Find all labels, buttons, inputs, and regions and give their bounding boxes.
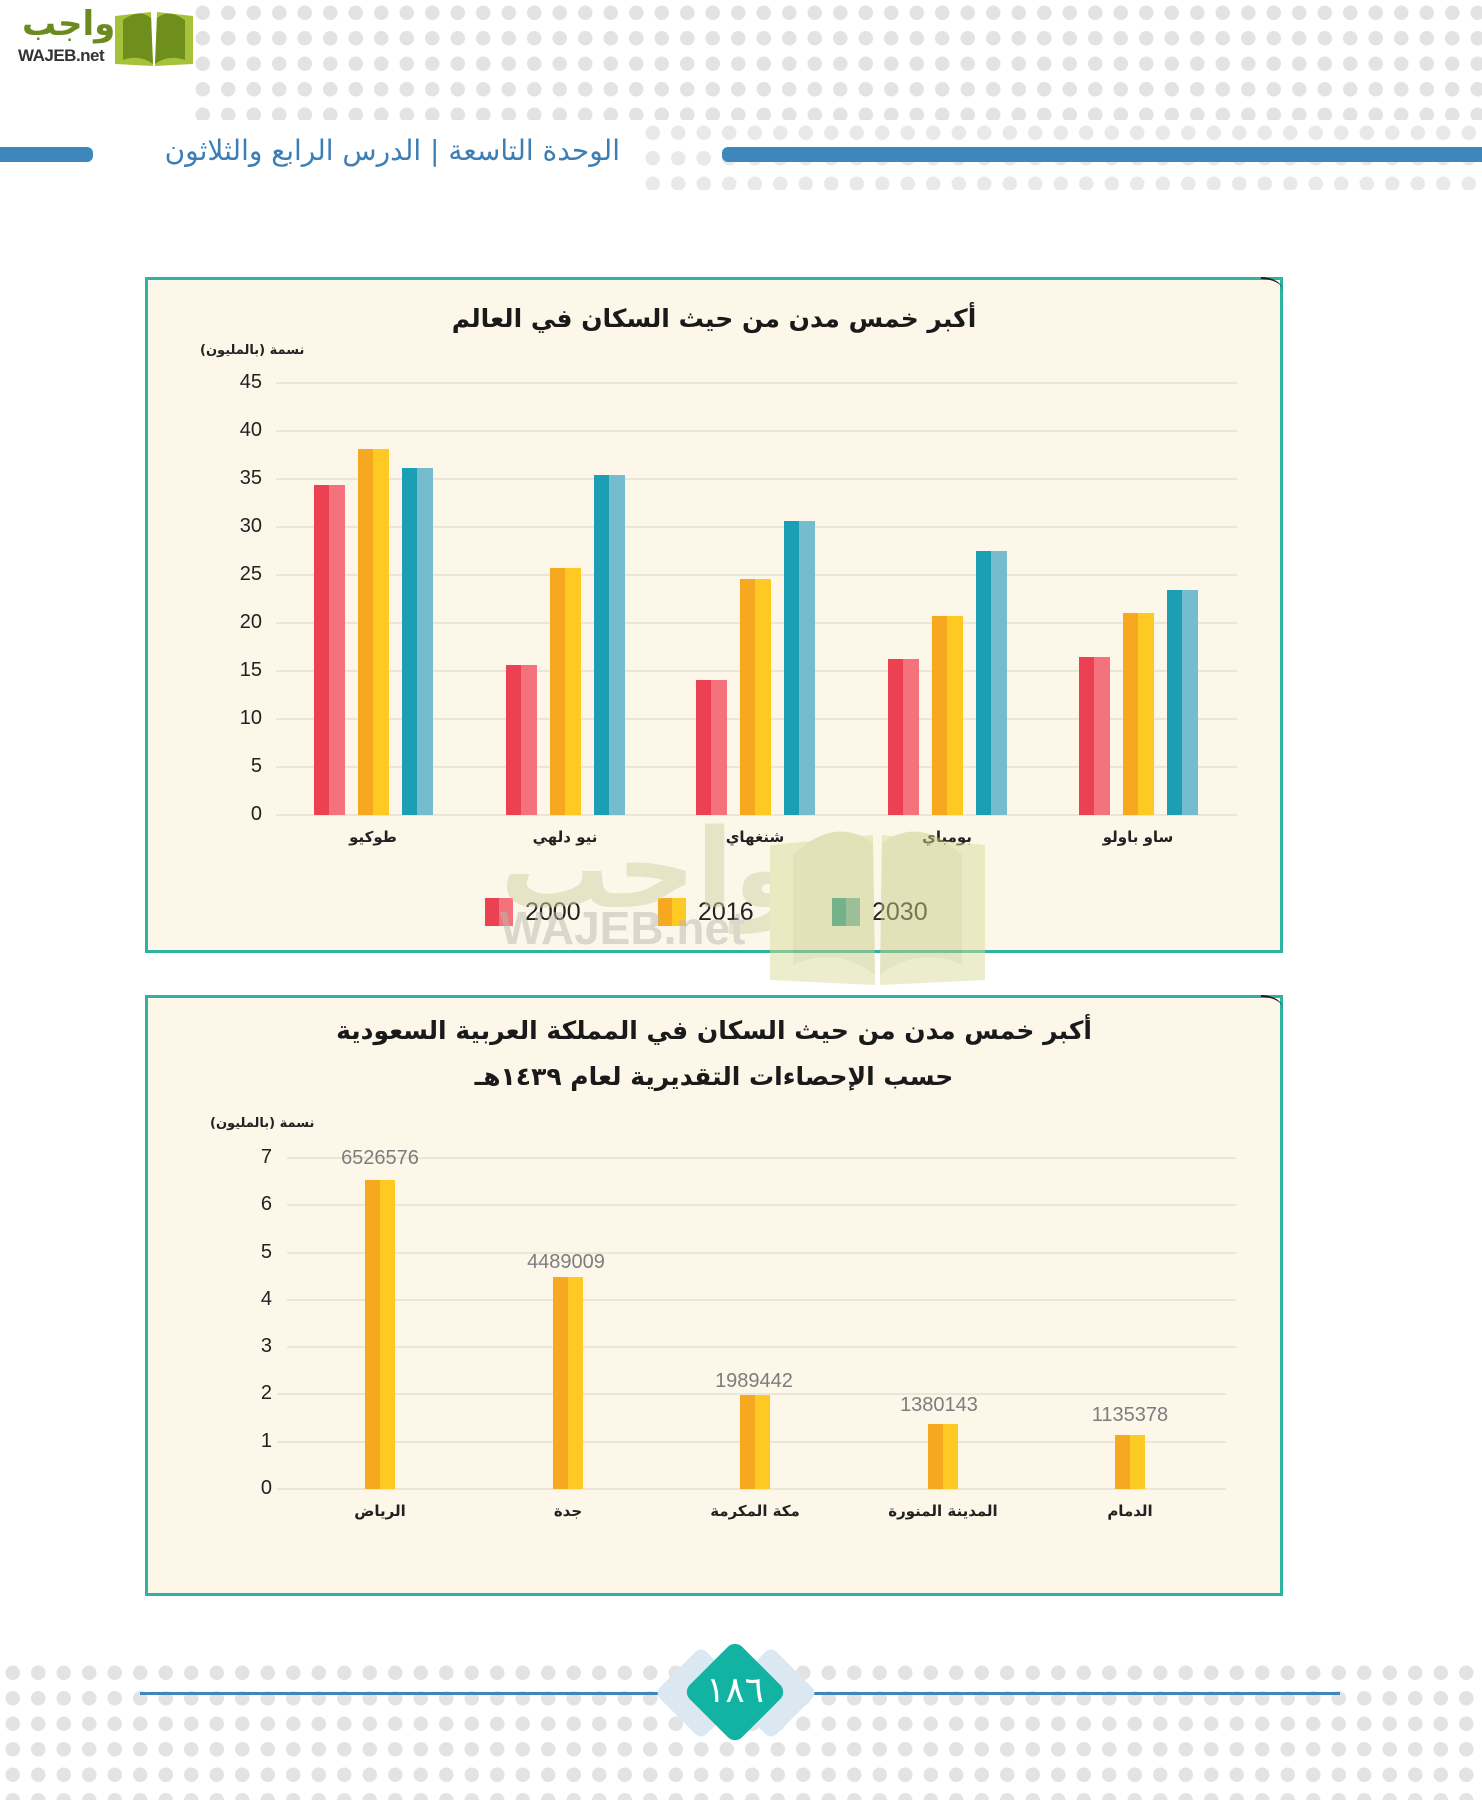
category-label: مكة المكرمة <box>710 1502 800 1520</box>
y-tick-label: 3 <box>260 1335 272 1358</box>
y-tick-label: 10 <box>239 707 262 729</box>
legend-swatch <box>485 898 513 926</box>
legend-item-2000: 2000 <box>485 898 581 926</box>
y-tick-label: 6 <box>260 1193 272 1216</box>
legend-swatch <box>658 898 686 926</box>
category-label: شنغهاي <box>725 828 785 846</box>
bar-2016 <box>549 568 581 815</box>
chart-title: أكبر خمس مدن من حيث السكان في العالم <box>451 304 977 333</box>
open-book-icon <box>115 12 193 66</box>
y-tick-label: 0 <box>250 803 262 825</box>
legend-item-2016: 2016 <box>658 898 754 926</box>
gridline <box>276 526 1237 528</box>
y-tick-label: 2 <box>260 1382 272 1405</box>
bar-2030 <box>401 468 433 815</box>
legend-item-2030: 2030 <box>832 898 928 926</box>
header-accent-bar-right <box>722 147 1482 162</box>
legend-label: 2016 <box>698 897 754 926</box>
value-label: 1380143 <box>900 1394 978 1416</box>
gridline <box>276 430 1237 432</box>
legend-label: 2030 <box>872 897 928 926</box>
gridline <box>287 1156 1236 1159</box>
population-bar <box>365 1180 395 1489</box>
gridline <box>276 478 1237 480</box>
bar-2000 <box>505 665 537 815</box>
y-tick-label: 35 <box>239 467 262 489</box>
page-number-badge: ١٨٦ <box>682 1639 788 1745</box>
gridline <box>287 1346 1236 1349</box>
value-label: 1135378 <box>1091 1404 1169 1426</box>
category-label: طوكيو <box>349 828 397 846</box>
header-accent-bar-left <box>0 147 93 162</box>
y-axis-label: نسمة (بالمليون) <box>200 343 305 358</box>
gridline <box>276 814 1237 816</box>
category-label: الدمام <box>1107 1502 1153 1520</box>
legend-label: 2000 <box>525 897 581 926</box>
y-tick-label: 25 <box>239 563 262 585</box>
population-bar <box>928 1423 958 1489</box>
value-label: 4489009 <box>527 1251 605 1273</box>
bar-2016 <box>357 449 389 815</box>
population-bar <box>553 1276 583 1489</box>
y-tick-label: 1 <box>260 1429 272 1452</box>
gridline <box>277 1488 1226 1490</box>
value-label: 6526576 <box>341 1147 419 1169</box>
logo-latin-text: WAJEB.net <box>18 46 105 65</box>
bar-2016 <box>739 578 771 815</box>
category-label: المدينة المنورة <box>888 1502 998 1520</box>
y-tick-label: 30 <box>239 515 262 537</box>
bar-2000 <box>695 679 727 815</box>
bar-2016 <box>1122 613 1154 815</box>
gridline <box>276 382 1237 384</box>
population-bar <box>1115 1435 1145 1489</box>
bar-2030 <box>783 521 815 815</box>
y-tick-label: 45 <box>239 371 262 393</box>
bar-2000 <box>1078 656 1110 815</box>
category-label: جدة <box>553 1502 583 1520</box>
category-label: ساو باولو <box>1102 828 1174 846</box>
saudi-cities-chart: أكبر خمس مدن من حيث السكان في المملكة ال… <box>145 995 1283 1596</box>
bar-2030 <box>1166 590 1198 815</box>
gridline <box>287 1298 1236 1301</box>
y-tick-label: 20 <box>239 611 262 633</box>
bar-2030 <box>975 551 1007 815</box>
y-tick-label: 7 <box>260 1145 272 1168</box>
corner-decoration <box>1261 277 1283 293</box>
header-dot-pattern <box>190 0 1482 120</box>
y-tick-label: 15 <box>239 659 262 681</box>
gridline <box>287 1204 1236 1207</box>
corner-decoration <box>1261 995 1283 1011</box>
legend-swatch <box>832 898 860 926</box>
chart-title-line1: أكبر خمس مدن من حيث السكان في المملكة ال… <box>336 1016 1092 1045</box>
y-axis-label: نسمة (بالمليون) <box>210 1116 315 1131</box>
y-tick-label: 40 <box>239 419 262 441</box>
y-tick-label: 5 <box>250 755 262 777</box>
logo-arabic-text: واجب <box>22 4 116 44</box>
bar-2000 <box>887 658 919 815</box>
gridline <box>277 1393 1226 1396</box>
value-label: 1989442 <box>715 1370 793 1392</box>
population-bar <box>740 1394 770 1489</box>
y-tick-label: 5 <box>260 1240 272 1263</box>
gridline <box>276 574 1237 576</box>
bar-2030 <box>593 475 625 815</box>
chart-title-line2: حسب الإحصاءات التقديرية لعام ١٤٣٩هـ <box>474 1062 954 1091</box>
bar-2016 <box>931 616 963 815</box>
page-number: ١٨٦ <box>705 1670 764 1711</box>
y-tick-label: 4 <box>260 1287 272 1310</box>
category-label: نيو دلهي <box>532 828 598 846</box>
bar-2000 <box>313 484 345 815</box>
category-label: الرياض <box>354 1502 406 1520</box>
wajeb-logo: واجب WAJEB.net <box>8 4 193 68</box>
unit-lesson-title: الوحدة التاسعة | الدرس الرابع والثلاثون <box>164 134 620 167</box>
y-tick-label: 0 <box>260 1477 272 1499</box>
category-label: بومباي <box>922 828 972 846</box>
gridline <box>287 1251 1236 1254</box>
